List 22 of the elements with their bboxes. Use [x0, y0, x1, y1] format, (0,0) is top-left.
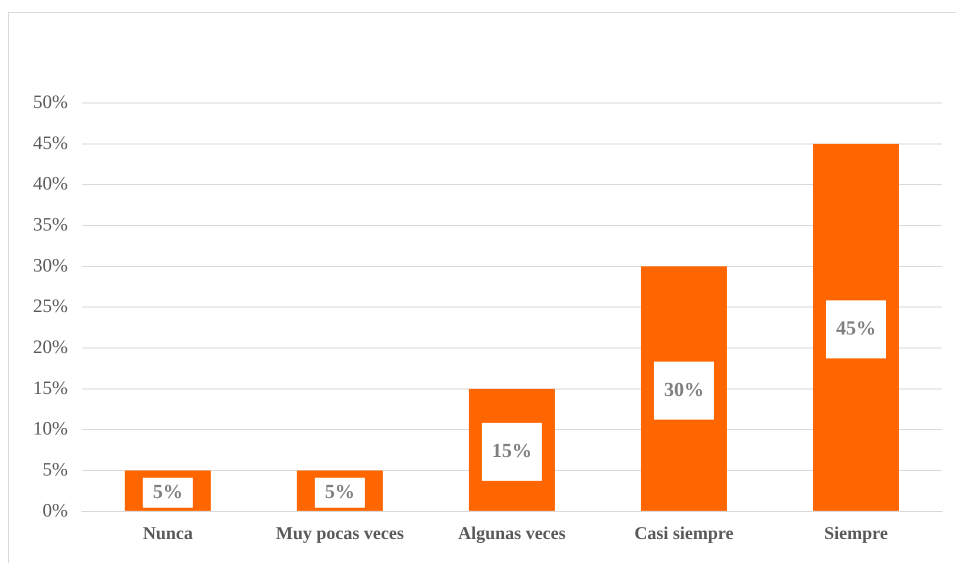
x-tick-label: Siempre [824, 522, 888, 543]
data-label: 5% [324, 480, 355, 503]
y-tick-label: 15% [33, 378, 68, 399]
y-tick-label: 10% [33, 418, 68, 440]
data-label: 15% [492, 440, 532, 462]
y-tick-label: 25% [33, 296, 68, 318]
x-tick-label: Algunas veces [458, 522, 566, 543]
x-tick-label: Casi siempre [634, 522, 734, 543]
x-tick-label: Nunca [142, 522, 193, 543]
data-label: 30% [664, 378, 704, 401]
y-tick-label: 40% [33, 174, 68, 195]
y-tick-label: 20% [33, 337, 68, 358]
y-tick-label: 5% [42, 460, 68, 481]
y-tick-label: 30% [33, 255, 68, 276]
bar [812, 144, 899, 511]
x-tick-label: Muy pocas veces [276, 522, 404, 543]
data-label: 5% [152, 480, 183, 503]
y-tick-label: 0% [42, 500, 68, 522]
y-tick-label: 50% [33, 92, 68, 113]
y-tick-label: 45% [33, 132, 68, 154]
data-label: 45% [836, 318, 876, 340]
y-tick-label: 35% [33, 214, 68, 236]
